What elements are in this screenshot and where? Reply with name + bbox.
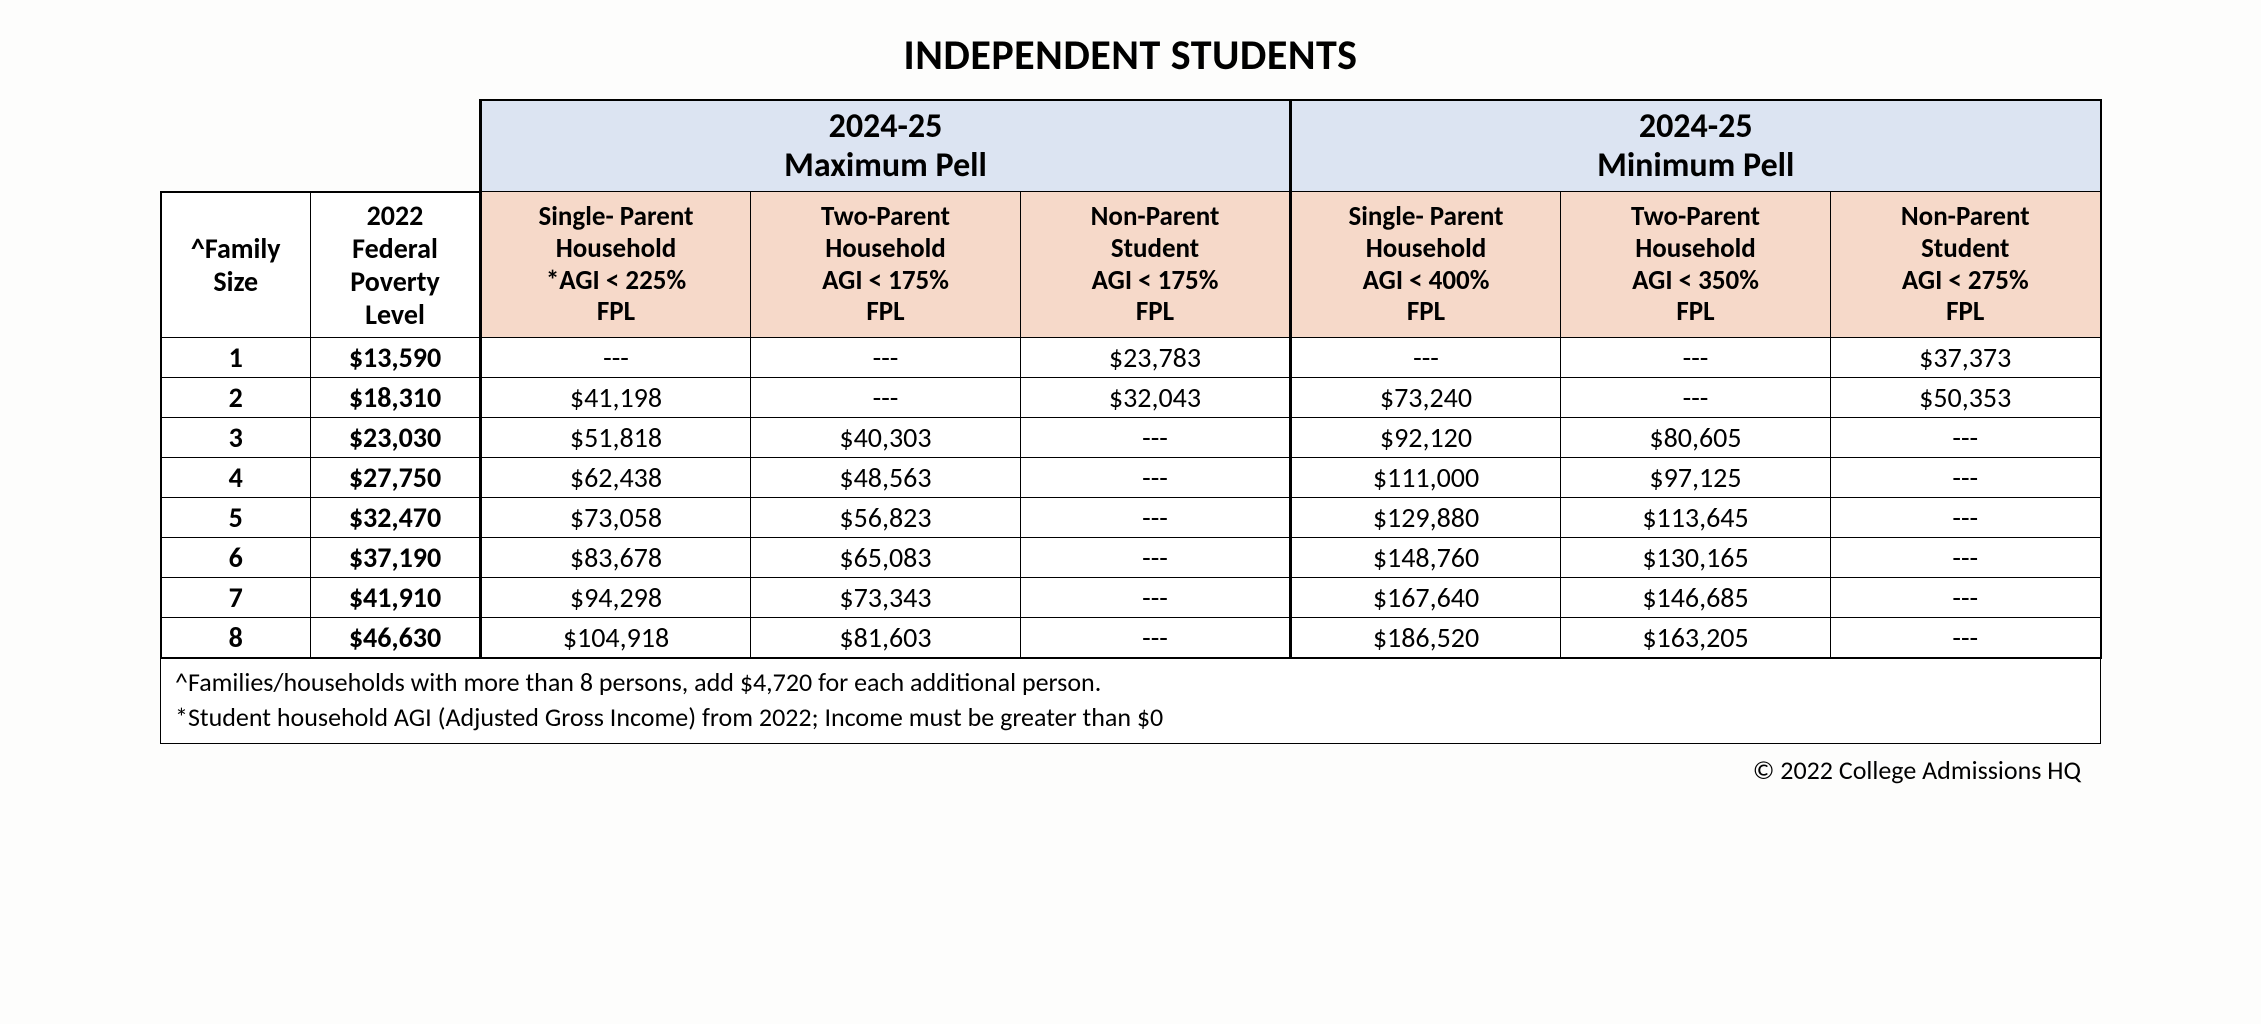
cell-min-np: ---: [1831, 577, 2101, 617]
cell-max-np: ---: [1021, 577, 1291, 617]
cell-family-size: 5: [161, 497, 311, 537]
cell-max-sp: $73,058: [481, 497, 751, 537]
cell-min-sp: $167,640: [1291, 577, 1561, 617]
cell-family-size: 1: [161, 337, 311, 377]
table-row: ^Families/households with more than 8 pe…: [161, 658, 2101, 744]
cell-min-tp: $146,685: [1561, 577, 1831, 617]
cell-max-tp: $48,563: [751, 457, 1021, 497]
cell-min-np: ---: [1831, 537, 2101, 577]
pell-table: 2024-25Maximum Pell 2024-25Minimum Pell …: [160, 99, 2102, 744]
cell-min-tp: $80,605: [1561, 417, 1831, 457]
cell-max-np: ---: [1021, 417, 1291, 457]
footnotes: ^Families/households with more than 8 pe…: [161, 658, 2101, 744]
cell-min-sp: $186,520: [1291, 617, 1561, 658]
cell-fpl: $13,590: [311, 337, 481, 377]
header-max-pell: 2024-25Maximum Pell: [481, 100, 1291, 192]
cell-max-tp: $81,603: [751, 617, 1021, 658]
cell-fpl: $46,630: [311, 617, 481, 658]
table-row: 2$18,310$41,198---$32,043$73,240---$50,3…: [161, 377, 2101, 417]
header-min-two-parent: Two-ParentHouseholdAGI < 350%FPL: [1561, 192, 1831, 338]
table-row: 5$32,470$73,058$56,823---$129,880$113,64…: [161, 497, 2101, 537]
cell-min-np: ---: [1831, 497, 2101, 537]
cell-min-np: ---: [1831, 457, 2101, 497]
cell-family-size: 2: [161, 377, 311, 417]
cell-min-tp: $113,645: [1561, 497, 1831, 537]
table-row: 1$13,590------$23,783------$37,373: [161, 337, 2101, 377]
table-row: 3$23,030$51,818$40,303---$92,120$80,605-…: [161, 417, 2101, 457]
cell-max-tp: $56,823: [751, 497, 1021, 537]
footnote-star: *Student household AGI (Adjusted Gross I…: [175, 700, 2086, 735]
cell-max-sp: ---: [481, 337, 751, 377]
cell-max-tp: $40,303: [751, 417, 1021, 457]
cell-min-sp: $111,000: [1291, 457, 1561, 497]
copyright: © 2022 College Admissions HQ: [60, 754, 2081, 786]
cell-min-sp: ---: [1291, 337, 1561, 377]
cell-min-sp: $148,760: [1291, 537, 1561, 577]
cell-min-np: ---: [1831, 617, 2101, 658]
table-row: ^FamilySize 2022FederalPovertyLevel Sing…: [161, 192, 2101, 338]
cell-family-size: 4: [161, 457, 311, 497]
cell-max-np: ---: [1021, 497, 1291, 537]
cell-min-np: ---: [1831, 417, 2101, 457]
table-row: 7$41,910$94,298$73,343---$167,640$146,68…: [161, 577, 2101, 617]
cell-fpl: $37,190: [311, 537, 481, 577]
header-max-non-parent: Non-ParentStudentAGI < 175%FPL: [1021, 192, 1291, 338]
cell-max-np: $23,783: [1021, 337, 1291, 377]
cell-max-np: $32,043: [1021, 377, 1291, 417]
cell-fpl: $27,750: [311, 457, 481, 497]
header-min-non-parent: Non-ParentStudentAGI < 275%FPL: [1831, 192, 2101, 338]
cell-max-tp: ---: [751, 337, 1021, 377]
cell-min-tp: $163,205: [1561, 617, 1831, 658]
cell-max-tp: $73,343: [751, 577, 1021, 617]
table-row: 2024-25Maximum Pell 2024-25Minimum Pell: [161, 100, 2101, 192]
cell-min-tp: ---: [1561, 377, 1831, 417]
cell-min-sp: $129,880: [1291, 497, 1561, 537]
cell-max-sp: $62,438: [481, 457, 751, 497]
cell-min-np: $37,373: [1831, 337, 2101, 377]
cell-max-sp: $94,298: [481, 577, 751, 617]
cell-max-np: ---: [1021, 537, 1291, 577]
cell-max-sp: $83,678: [481, 537, 751, 577]
header-min-single-parent: Single- ParentHouseholdAGI < 400%FPL: [1291, 192, 1561, 338]
cell-max-np: ---: [1021, 617, 1291, 658]
table-row: 8$46,630$104,918$81,603---$186,520$163,2…: [161, 617, 2101, 658]
cell-max-tp: ---: [751, 377, 1021, 417]
table-row: 6$37,190$83,678$65,083---$148,760$130,16…: [161, 537, 2101, 577]
cell-family-size: 8: [161, 617, 311, 658]
cell-fpl: $32,470: [311, 497, 481, 537]
header-max-two-parent: Two-ParentHouseholdAGI < 175%FPL: [751, 192, 1021, 338]
cell-min-sp: $92,120: [1291, 417, 1561, 457]
cell-max-tp: $65,083: [751, 537, 1021, 577]
cell-family-size: 6: [161, 537, 311, 577]
table-row: 4$27,750$62,438$48,563---$111,000$97,125…: [161, 457, 2101, 497]
cell-fpl: $41,910: [311, 577, 481, 617]
cell-min-np: $50,353: [1831, 377, 2101, 417]
header-min-pell: 2024-25Minimum Pell: [1291, 100, 2101, 192]
header-family-size: ^FamilySize: [161, 192, 311, 338]
cell-min-tp: $97,125: [1561, 457, 1831, 497]
cell-family-size: 3: [161, 417, 311, 457]
footnote-caret: ^Families/households with more than 8 pe…: [175, 665, 2086, 700]
cell-family-size: 7: [161, 577, 311, 617]
cell-max-sp: $51,818: [481, 417, 751, 457]
header-fpl: 2022FederalPovertyLevel: [311, 192, 481, 338]
cell-min-tp: $130,165: [1561, 537, 1831, 577]
cell-fpl: $23,030: [311, 417, 481, 457]
cell-max-sp: $104,918: [481, 617, 751, 658]
cell-max-sp: $41,198: [481, 377, 751, 417]
cell-max-np: ---: [1021, 457, 1291, 497]
cell-min-sp: $73,240: [1291, 377, 1561, 417]
page-title: INDEPENDENT STUDENTS: [60, 30, 2201, 81]
header-max-single-parent: Single- ParentHousehold*AGI < 225%FPL: [481, 192, 751, 338]
cell-min-tp: ---: [1561, 337, 1831, 377]
cell-fpl: $18,310: [311, 377, 481, 417]
